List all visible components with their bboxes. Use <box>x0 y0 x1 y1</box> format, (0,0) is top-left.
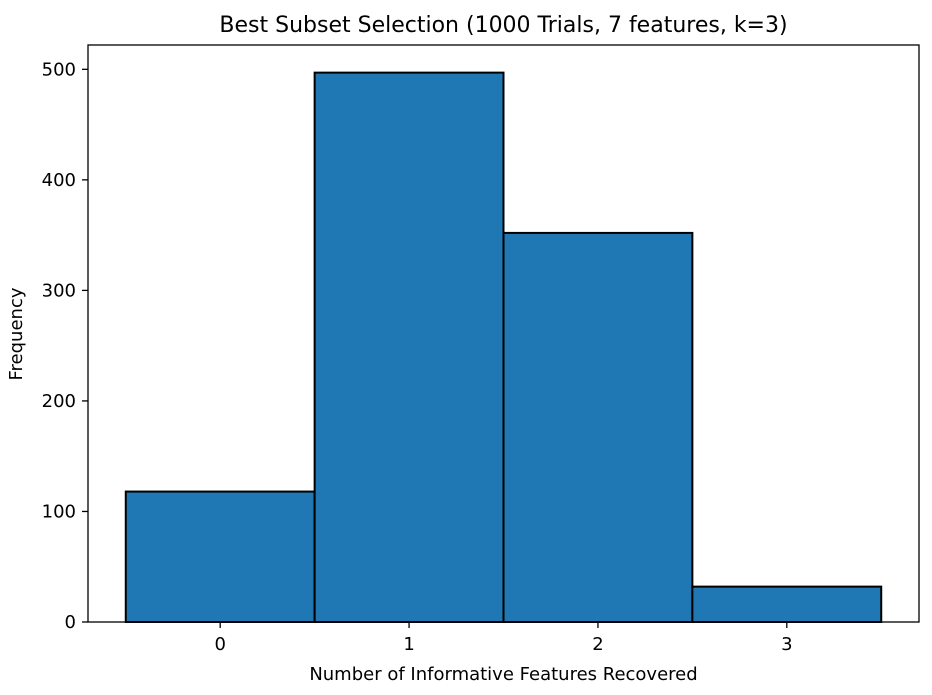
bars-group <box>124 71 883 624</box>
x-tick-label-2: 2 <box>592 634 603 655</box>
bar-2 <box>502 231 694 624</box>
x-tick-label-3: 3 <box>781 634 792 655</box>
x-tick-label-1: 1 <box>403 634 414 655</box>
y-axis-label: Frequency <box>6 287 27 380</box>
plot-frame <box>87 44 920 623</box>
chart-title: Best Subset Selection (1000 Trials, 7 fe… <box>219 13 787 38</box>
y-ticks: 0 100 200 300 400 500 <box>42 59 88 633</box>
y-tick-label-0: 0 <box>65 612 76 633</box>
y-tick-label-200: 200 <box>42 391 76 412</box>
bar-0 <box>124 490 316 623</box>
bar-3 <box>691 585 883 624</box>
x-axis-label: Number of Informative Features Recovered <box>309 664 697 685</box>
x-ticks: 0 1 2 3 <box>214 622 793 655</box>
y-tick-label-300: 300 <box>42 280 76 301</box>
x-tick-label-0: 0 <box>214 634 225 655</box>
y-tick-label-100: 100 <box>42 501 76 522</box>
y-tick-label-400: 400 <box>42 170 76 191</box>
bar-1 <box>313 71 505 624</box>
y-tick-label-500: 500 <box>42 59 76 80</box>
